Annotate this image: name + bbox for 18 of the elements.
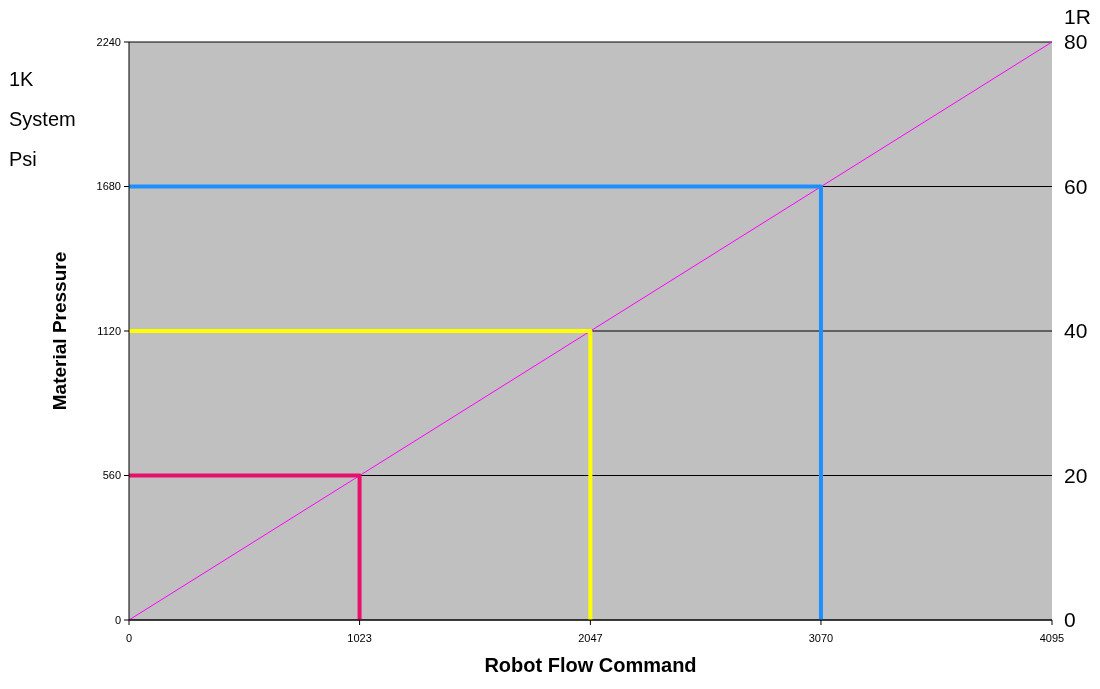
y-tick-label: 1680 — [96, 180, 121, 193]
y-tick-label: 2240 — [96, 35, 121, 48]
y-tick-label: 560 — [102, 469, 121, 482]
y2-tick-label: 20 — [1064, 463, 1088, 487]
y2-tick-label: 80 — [1064, 30, 1088, 54]
y2-tick-label: 60 — [1064, 174, 1088, 198]
x-tick-label: 4095 — [1039, 632, 1065, 644]
x-tick-label: 2047 — [578, 632, 603, 644]
text: 1K System Psi — [9, 68, 76, 170]
x-tick-label: 1023 — [347, 632, 372, 644]
y-tick-label: 1120 — [97, 324, 121, 337]
x-tick-label: 3070 — [808, 632, 834, 644]
x-axis-title: Robot Flow Command — [484, 654, 697, 676]
x-tick-label: 0 — [125, 632, 133, 644]
y2-tick-label: 40 — [1064, 319, 1088, 343]
y-tick-label: 0 — [114, 613, 121, 626]
y2-axis-title: 1R — [1064, 5, 1091, 28]
y-axis-title: Material Pressure — [49, 251, 70, 411]
